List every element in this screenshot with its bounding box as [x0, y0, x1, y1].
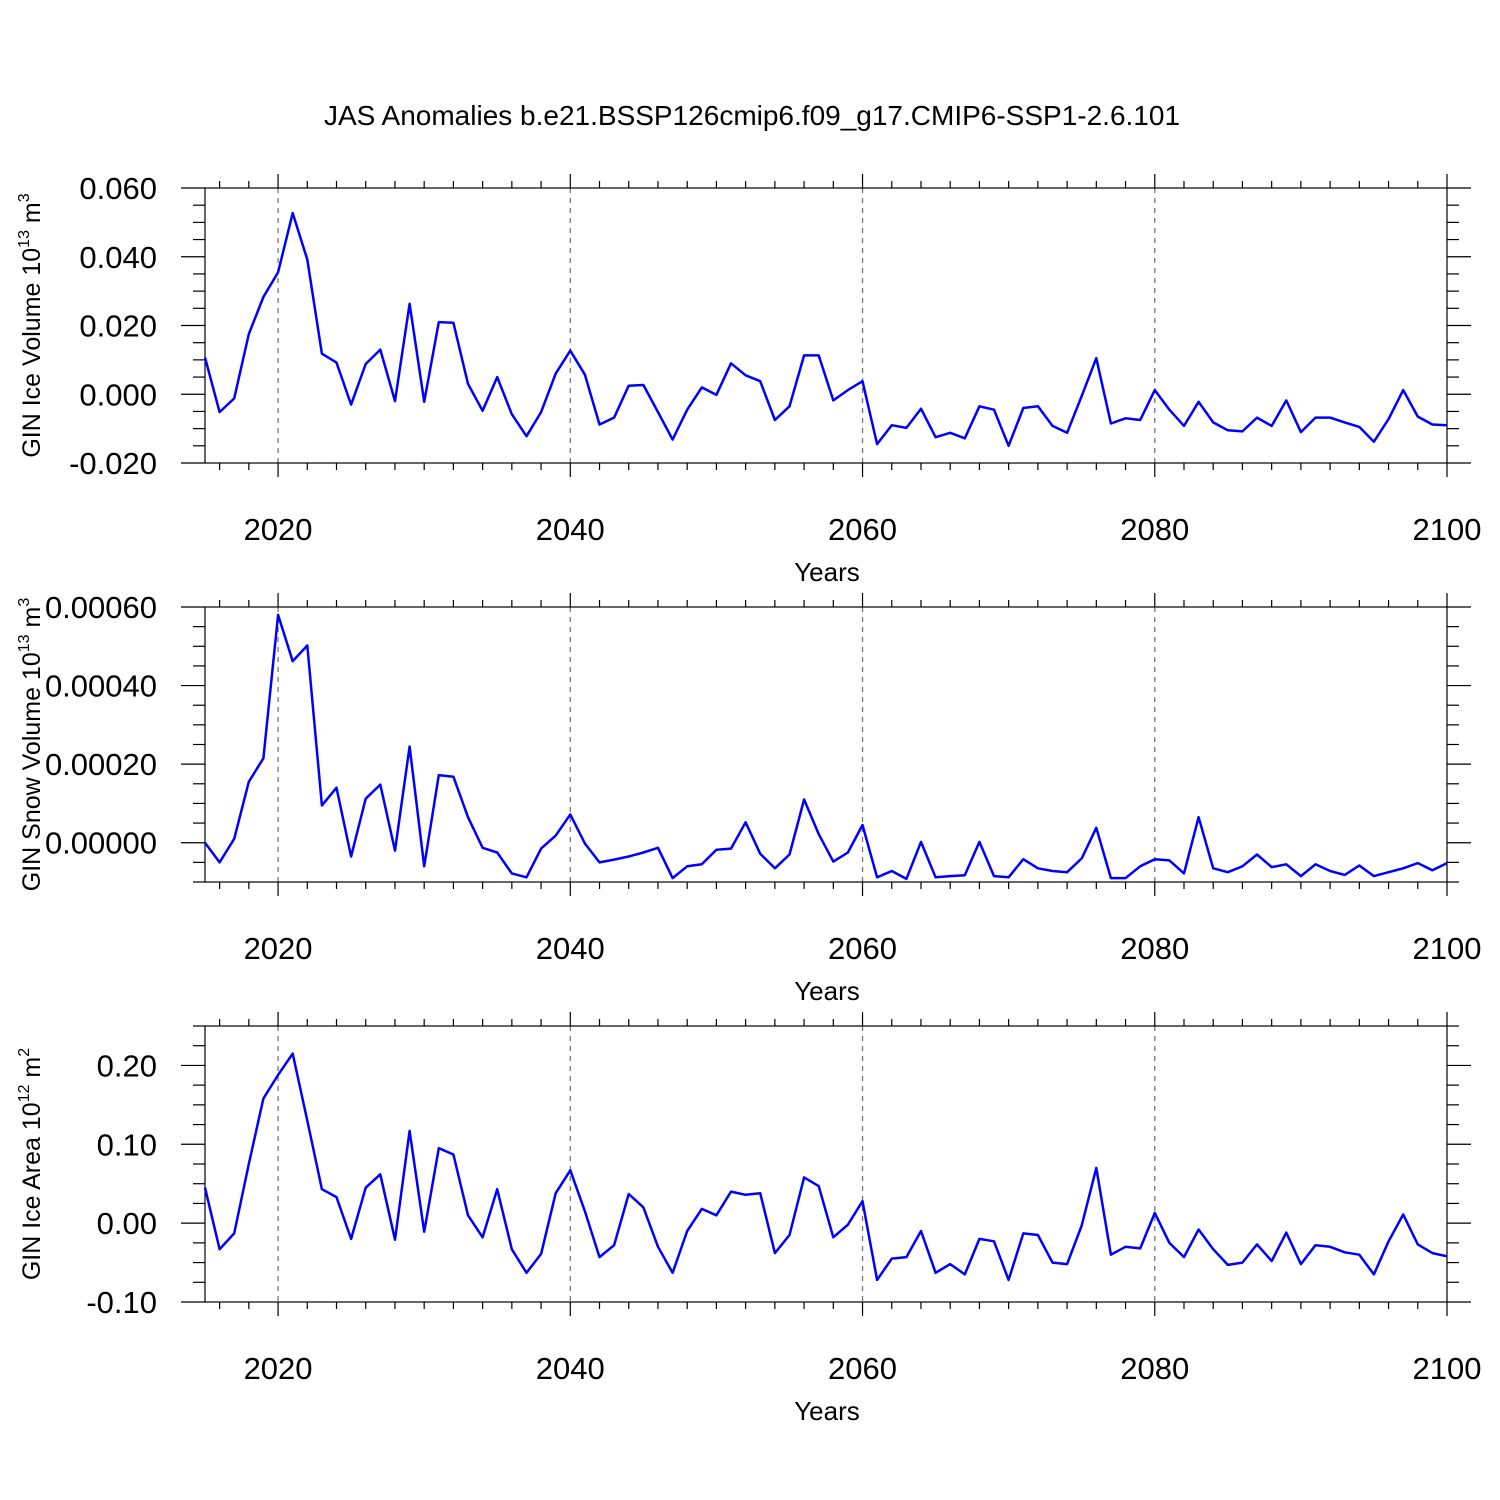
plot-frame	[204, 606, 1448, 883]
series-line-2	[203, 613, 1448, 881]
y-tick-label: 0.000	[79, 377, 157, 412]
y-axis-label: GIN Snow Volume 1013 m3	[16, 598, 46, 892]
plot-frame	[204, 1025, 1448, 1303]
y-tick-label: 0.10	[97, 1127, 157, 1162]
x-tick-label-2100: 2100	[1413, 1351, 1482, 1386]
y-axis-label-part: m	[18, 1057, 46, 1085]
y-tick-label: 0.00060	[45, 590, 157, 625]
x-tick-label-2040: 2040	[536, 512, 605, 547]
y-tick-label: 0.00	[97, 1206, 157, 1241]
chart-title: JAS Anomalies b.e21.BSSP126cmip6.f09_g17…	[324, 100, 1180, 131]
x-axis-label: Years	[794, 1396, 860, 1426]
x-tick-label-2020: 2020	[244, 931, 313, 966]
y-axis-label: GIN Ice Volume 1013 m3	[16, 193, 46, 457]
x-tick-label-2060: 2060	[828, 1351, 897, 1386]
plot-frame	[204, 187, 1448, 464]
y-axis-label-part: 2	[16, 1048, 33, 1057]
y-tick-label: -0.020	[69, 446, 157, 481]
y-axis-label-part: m	[18, 607, 46, 635]
y-axis-label-part: GIN Ice Area 10	[18, 1102, 46, 1280]
x-axis-label: Years	[794, 557, 860, 587]
x-tick-label-2100: 2100	[1413, 931, 1482, 966]
x-tick-label-2080: 2080	[1120, 512, 1189, 547]
y-axis-label-part: GIN Snow Volume 10	[18, 652, 46, 891]
x-tick-label-2060: 2060	[828, 931, 897, 966]
y-tick-label: 0.020	[79, 309, 157, 344]
y-axis-label-part: 3	[16, 193, 33, 202]
x-tick-label-2080: 2080	[1120, 1351, 1189, 1386]
y-tick-label: 0.00040	[45, 669, 157, 704]
x-tick-label-2020: 2020	[244, 512, 313, 547]
y-tick-label: 0.040	[79, 240, 157, 275]
x-tick-label-2040: 2040	[536, 1351, 605, 1386]
x-tick-label-2100: 2100	[1413, 512, 1482, 547]
y-axis-label-part: 12	[16, 1084, 33, 1102]
series-line-1	[203, 211, 1448, 448]
x-tick-label-2020: 2020	[244, 1351, 313, 1386]
y-tick-label: 0.00000	[45, 826, 157, 861]
y-axis-label-part: m	[18, 202, 46, 230]
x-tick-label-2080: 2080	[1120, 931, 1189, 966]
chart-panel-1: 0.060 0.040 0.020 0.000 -0.020 2020 2040 2060 20…	[16, 171, 1481, 587]
series-line-3	[203, 1052, 1448, 1282]
y-axis-label-part: GIN Ice Volume 10	[18, 248, 46, 458]
y-axis-label-part: 3	[16, 598, 33, 607]
y-tick-label: 0.00020	[45, 747, 157, 782]
x-tick-label-2060: 2060	[828, 512, 897, 547]
y-tick-label: -0.10	[86, 1285, 157, 1320]
x-tick-label-2040: 2040	[536, 931, 605, 966]
y-axis-label-part: 13	[16, 634, 33, 652]
chart-panel-2: 0.00060 0.00040 0.00020 0.00000 2020 2040 2060…	[16, 590, 1481, 1006]
y-tick-label: 0.20	[97, 1048, 157, 1083]
chart-panel-3: 0.20 0.10 0.00 -0.10 2020 2040 2060 2080 2100 Yea…	[16, 1012, 1481, 1426]
y-axis-label-part: 13	[16, 230, 33, 248]
y-axis-label: GIN Ice Area 1012 m2	[16, 1048, 46, 1280]
y-tick-label: 0.060	[79, 171, 157, 206]
x-axis-label: Years	[794, 976, 860, 1006]
